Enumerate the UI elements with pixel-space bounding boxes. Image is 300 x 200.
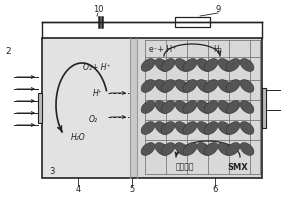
- Text: e⁻+ H⁺: e⁻+ H⁺: [149, 45, 177, 53]
- Ellipse shape: [240, 143, 254, 155]
- Text: SMX: SMX: [228, 162, 248, 171]
- Ellipse shape: [175, 80, 189, 92]
- Ellipse shape: [161, 101, 175, 113]
- Bar: [175, 17, 210, 27]
- Text: H⁺: H⁺: [93, 88, 103, 98]
- Ellipse shape: [197, 101, 211, 113]
- Ellipse shape: [240, 101, 254, 113]
- Text: O₂+ H⁺: O₂+ H⁺: [83, 62, 111, 72]
- Ellipse shape: [240, 59, 254, 71]
- Ellipse shape: [218, 143, 232, 155]
- Ellipse shape: [197, 143, 211, 155]
- Ellipse shape: [155, 101, 169, 113]
- Ellipse shape: [226, 143, 240, 155]
- Ellipse shape: [155, 80, 169, 92]
- Ellipse shape: [141, 80, 155, 92]
- Ellipse shape: [175, 101, 189, 113]
- Ellipse shape: [161, 59, 175, 71]
- Ellipse shape: [175, 122, 189, 134]
- Ellipse shape: [218, 101, 232, 113]
- Ellipse shape: [204, 59, 218, 71]
- Ellipse shape: [204, 143, 218, 155]
- Ellipse shape: [183, 122, 197, 134]
- Ellipse shape: [240, 122, 254, 134]
- Ellipse shape: [204, 80, 218, 92]
- Text: O₂: O₂: [89, 114, 98, 123]
- Ellipse shape: [183, 143, 197, 155]
- Ellipse shape: [204, 122, 218, 134]
- Text: H₂O: H₂O: [70, 132, 86, 142]
- Bar: [42, 21, 98, 22]
- Bar: [130, 38, 137, 178]
- Ellipse shape: [197, 80, 211, 92]
- Text: 4: 4: [75, 186, 81, 194]
- Ellipse shape: [161, 80, 175, 92]
- Text: 6: 6: [212, 186, 218, 194]
- Ellipse shape: [183, 80, 197, 92]
- Ellipse shape: [141, 59, 155, 71]
- Text: 9: 9: [215, 5, 220, 15]
- Ellipse shape: [155, 122, 169, 134]
- Ellipse shape: [226, 80, 240, 92]
- Ellipse shape: [197, 59, 211, 71]
- Ellipse shape: [161, 143, 175, 155]
- Ellipse shape: [161, 122, 175, 134]
- Ellipse shape: [226, 59, 240, 71]
- Ellipse shape: [218, 122, 232, 134]
- Ellipse shape: [204, 101, 218, 113]
- Ellipse shape: [218, 59, 232, 71]
- Bar: [38, 93, 42, 123]
- Ellipse shape: [197, 122, 211, 134]
- Text: 5: 5: [129, 186, 135, 194]
- Bar: [262, 88, 266, 128]
- Ellipse shape: [141, 143, 155, 155]
- Ellipse shape: [141, 122, 155, 134]
- Text: 2: 2: [5, 47, 11, 56]
- Ellipse shape: [175, 143, 189, 155]
- Bar: [137, 38, 262, 178]
- Bar: [42, 38, 262, 178]
- Ellipse shape: [183, 59, 197, 71]
- Ellipse shape: [240, 80, 254, 92]
- Ellipse shape: [155, 143, 169, 155]
- Ellipse shape: [141, 101, 155, 113]
- Text: 降解产物: 降解产物: [176, 162, 194, 171]
- Text: 10: 10: [93, 5, 103, 15]
- Text: 3: 3: [49, 166, 55, 176]
- Ellipse shape: [218, 80, 232, 92]
- Ellipse shape: [175, 59, 189, 71]
- Ellipse shape: [183, 101, 197, 113]
- Ellipse shape: [226, 122, 240, 134]
- Ellipse shape: [226, 101, 240, 113]
- Text: H₂: H₂: [214, 45, 222, 53]
- Bar: [42, 38, 130, 178]
- Ellipse shape: [155, 59, 169, 71]
